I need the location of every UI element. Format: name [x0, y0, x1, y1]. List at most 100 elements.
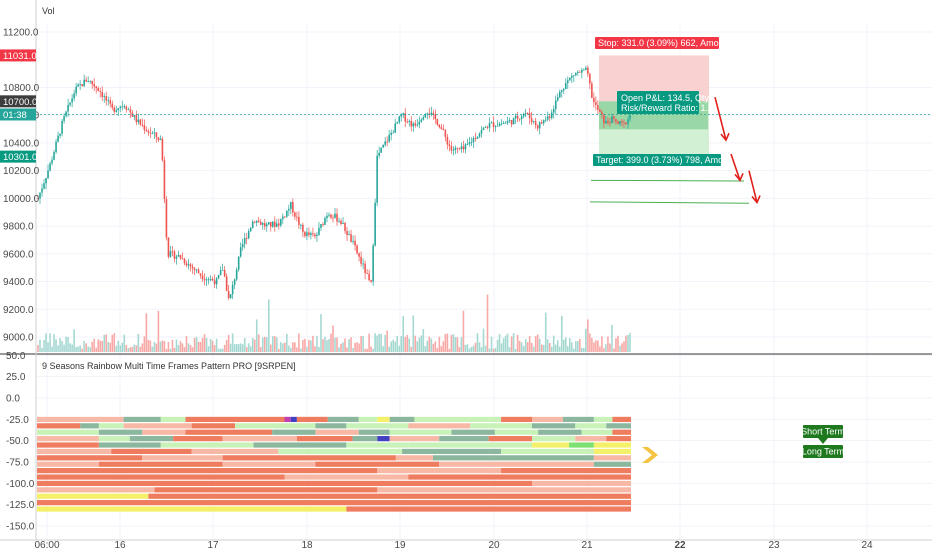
volume-bar: [544, 312, 547, 352]
rainbow-band-segment: [358, 416, 378, 423]
volume-bar: [520, 342, 523, 352]
volume-bar: [466, 344, 469, 352]
volume-bar: [57, 345, 59, 352]
volume-bar: [388, 346, 390, 352]
volume-bar: [368, 333, 370, 352]
volume-bar: [384, 334, 386, 352]
candle-body: [544, 119, 547, 121]
rainbow-band-segment: [98, 429, 143, 435]
volume-bar: [418, 337, 421, 352]
volume-bar: [147, 339, 150, 352]
legend-box: [803, 425, 843, 438]
candle-body: [101, 91, 104, 97]
volume-bar: [605, 344, 607, 352]
rainbow-band-segment: [185, 429, 273, 435]
volume-bar: [548, 343, 551, 352]
volume-bar: [221, 348, 224, 352]
rainbow-band-segment: [37, 493, 149, 499]
candle-body: [530, 118, 533, 123]
volume-bar: [484, 345, 487, 352]
time-tick-label: 17: [207, 540, 219, 550]
volume-bar: [239, 343, 242, 352]
volume-bar: [392, 339, 394, 352]
candle-body: [436, 119, 439, 125]
candle-body: [412, 123, 415, 127]
rainbow-band-segment: [501, 416, 532, 423]
volume-bar: [613, 348, 615, 352]
volume-bar: [402, 316, 405, 352]
rainbow-band-segment: [222, 436, 297, 442]
volume-bar: [290, 347, 292, 352]
stop-label-bg: [595, 37, 719, 49]
candle-body: [370, 280, 372, 282]
volume-bar: [191, 347, 194, 352]
volume-bar: [478, 342, 481, 352]
rainbow-band-segment: [235, 423, 316, 429]
volume-bar: [157, 310, 160, 352]
candle-body: [607, 120, 609, 123]
volume-bar: [322, 339, 324, 352]
volume-bar: [81, 348, 83, 352]
volume-bar: [440, 346, 443, 352]
candle-body: [302, 224, 304, 232]
candle-body: [605, 120, 607, 124]
volume-bar: [595, 340, 597, 352]
candle-body: [488, 123, 491, 128]
rainbow-band-segment: [408, 423, 471, 429]
volume-bar: [348, 339, 350, 352]
candle-body: [328, 214, 330, 216]
volume-bar: [454, 337, 457, 352]
candle-body: [424, 113, 427, 118]
candle-body: [476, 136, 479, 139]
candle-body: [261, 223, 264, 225]
volume-bar: [149, 340, 152, 352]
rainbow-band-segment: [37, 455, 143, 461]
rainbow-band-segment: [532, 480, 631, 487]
volume-bar: [438, 336, 441, 352]
candle-body: [105, 96, 108, 101]
volume-bar: [255, 319, 258, 352]
volume-bar: [131, 346, 134, 352]
volume-bar: [71, 344, 73, 352]
volume-bar: [125, 344, 128, 352]
candle-body: [346, 231, 348, 236]
volume-bar: [187, 343, 190, 352]
volume-bar: [257, 334, 260, 352]
volume-bar: [282, 343, 284, 352]
candle-body: [326, 215, 328, 219]
candle-body: [292, 202, 294, 213]
candle-body: [613, 116, 615, 119]
candle-body: [342, 222, 344, 225]
rainbow-band-segment: [222, 461, 316, 467]
volume-bar: [195, 336, 198, 352]
volume-bar: [550, 346, 553, 352]
candle-body: [257, 220, 260, 222]
candle-body: [207, 279, 210, 281]
candle-body: [223, 269, 226, 277]
rainbow-band-segment: [532, 442, 570, 448]
price-tick-label: 10200.0: [3, 166, 40, 177]
volume-bar: [358, 343, 360, 352]
rainbow-band-segment: [389, 416, 415, 423]
down-arrow-head: [734, 173, 744, 182]
volume-bar: [581, 347, 583, 352]
candle-body: [402, 113, 405, 115]
price-tick-label: 10000.0: [3, 194, 40, 205]
rainbow-band-segment: [37, 480, 532, 487]
indicator-tick-label: 25.0: [6, 372, 26, 383]
volume-bar: [177, 345, 180, 352]
candle-body: [354, 240, 356, 246]
candle-body: [340, 220, 342, 225]
volume-bar: [89, 347, 91, 352]
volume-bar: [611, 325, 613, 352]
candle-body: [520, 116, 523, 120]
volume-bar: [609, 343, 611, 352]
price-tick-label: 9600.0: [3, 249, 34, 260]
candle-body: [406, 121, 409, 123]
candle-body: [591, 83, 593, 98]
indicator-tick-label: -75.0: [6, 458, 29, 469]
rainbow-band-segment: [377, 468, 502, 474]
position-tool[interactable]: Stop: 331.0 (3.09%) 662, Amount: 1000 Tar…: [593, 37, 761, 166]
volume-bar: [326, 340, 328, 352]
volume-bar: [470, 346, 473, 352]
